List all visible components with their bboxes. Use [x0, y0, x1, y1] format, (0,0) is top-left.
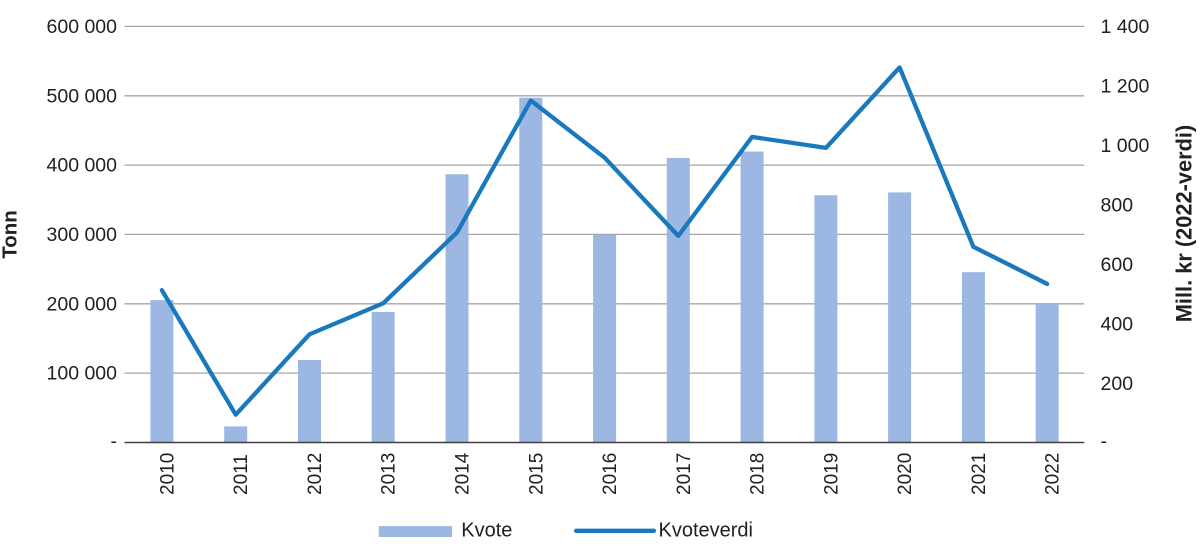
- svg-text:600: 600: [1101, 254, 1134, 276]
- svg-text:2021: 2021: [969, 453, 990, 495]
- svg-text:2010: 2010: [157, 453, 178, 495]
- svg-text:-: -: [111, 431, 118, 453]
- svg-text:Tonn: Tonn: [0, 210, 22, 258]
- svg-text:200 000: 200 000: [47, 293, 118, 315]
- svg-text:1 000: 1 000: [1101, 135, 1150, 157]
- svg-text:300 000: 300 000: [47, 224, 118, 246]
- svg-text:2019: 2019: [821, 453, 842, 495]
- svg-text:1 200: 1 200: [1101, 76, 1150, 98]
- svg-text:600 000: 600 000: [47, 16, 118, 38]
- svg-text:Kvote: Kvote: [461, 520, 512, 542]
- svg-text:2018: 2018: [748, 453, 769, 495]
- svg-text:100 000: 100 000: [47, 363, 118, 385]
- svg-text:2011: 2011: [231, 454, 252, 495]
- svg-text:800: 800: [1101, 194, 1134, 216]
- svg-text:200: 200: [1101, 373, 1134, 395]
- svg-text:-: -: [1101, 431, 1108, 453]
- svg-text:2020: 2020: [895, 453, 916, 495]
- svg-text:1 400: 1 400: [1101, 16, 1150, 38]
- svg-text:400 000: 400 000: [47, 155, 118, 177]
- svg-text:2016: 2016: [600, 453, 621, 495]
- svg-text:2013: 2013: [379, 453, 400, 495]
- svg-text:2012: 2012: [305, 453, 326, 495]
- svg-text:2017: 2017: [674, 453, 695, 495]
- svg-text:2014: 2014: [453, 452, 474, 495]
- svg-text:Kvoteverdi: Kvoteverdi: [659, 520, 754, 542]
- svg-text:2022: 2022: [1043, 453, 1064, 495]
- svg-text:400: 400: [1101, 313, 1134, 335]
- svg-text:2015: 2015: [526, 453, 547, 495]
- svg-text:Mill. kr (2022-verdi): Mill. kr (2022-verdi): [1172, 125, 1197, 322]
- svg-text:500 000: 500 000: [47, 85, 118, 107]
